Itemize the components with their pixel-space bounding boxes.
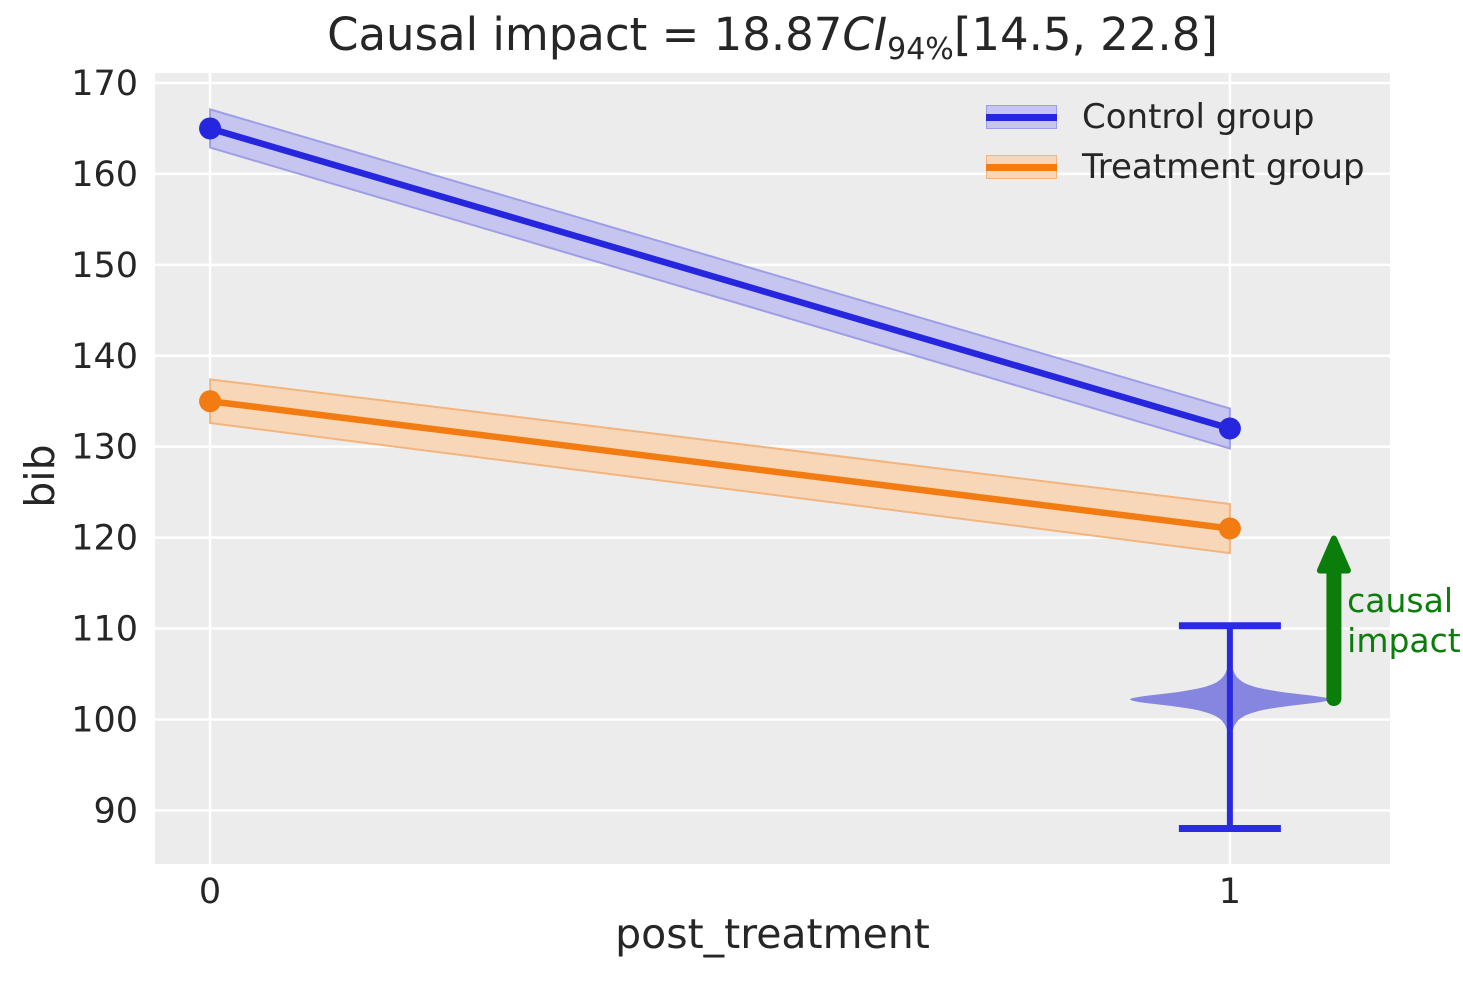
y-tick-label-110: 110 (71, 610, 138, 650)
control-point-1 (1218, 417, 1241, 440)
y-tick-label-130: 130 (71, 428, 138, 468)
causal-impact-arrow-head (1316, 535, 1351, 574)
title-prefix: Causal impact = 18.87 (327, 8, 843, 61)
legend-label-control: Control group (1082, 97, 1315, 137)
treatment-point-0 (199, 390, 222, 413)
treatment-group-swatch (986, 152, 1057, 182)
control-line (206, 125, 1234, 432)
legend-item-control-group: Control group (986, 92, 1365, 142)
legend-item-treatment-group: Treatment group (986, 142, 1365, 192)
x-tick-label-0: 0 (199, 872, 221, 912)
legend: Control group Treatment group (986, 92, 1365, 192)
y-tick-label-100: 100 (71, 700, 138, 740)
title-stat-symbol: CI (842, 8, 888, 61)
x-tick-label-1: 1 (1219, 872, 1241, 912)
x-axis-label: post_treatment (615, 910, 930, 958)
control-line-swatch (986, 113, 1057, 121)
y-tick-label-160: 160 (71, 155, 138, 195)
legend-label-treatment: Treatment group (1082, 147, 1365, 187)
treatment-point-1 (1218, 517, 1241, 540)
y-tick-label-140: 140 (71, 337, 138, 377)
causal-impact-annotation: causal impact (1347, 581, 1461, 661)
y-axis-label: bib (16, 444, 64, 508)
control-group-swatch (986, 102, 1057, 132)
y-tick-label-90: 90 (93, 791, 138, 831)
title-ci-subscript: 94% (887, 32, 954, 67)
control-point-0 (199, 117, 222, 140)
treatment-line-swatch (986, 163, 1057, 171)
y-tick-label-120: 120 (71, 519, 138, 559)
title-interval: [14.5, 22.8] (953, 8, 1218, 61)
y-tick-label-170: 170 (71, 64, 138, 104)
chart-title: Causal impact = 18.87CI94%[14.5, 22.8] (155, 8, 1390, 67)
treatment-line (206, 397, 1234, 532)
annotation-line-1: causal (1347, 581, 1454, 621)
y-tick-label-150: 150 (71, 246, 138, 286)
annotation-line-2: impact (1347, 621, 1461, 661)
